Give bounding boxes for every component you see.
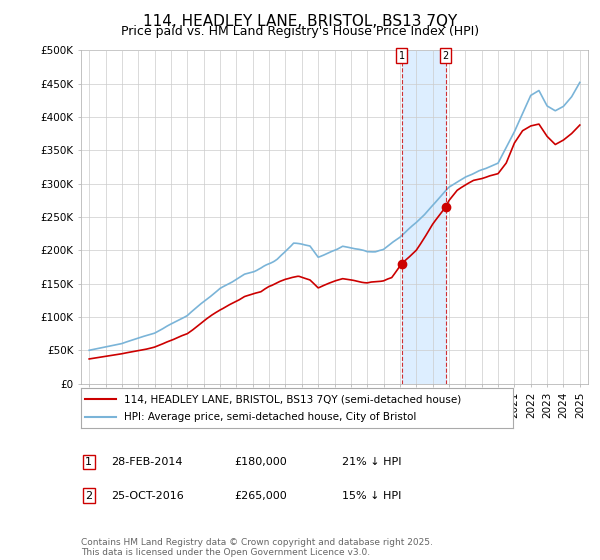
Text: 1: 1: [85, 457, 92, 467]
Text: £265,000: £265,000: [234, 491, 287, 501]
Text: 114, HEADLEY LANE, BRISTOL, BS13 7QY: 114, HEADLEY LANE, BRISTOL, BS13 7QY: [143, 14, 457, 29]
Text: 15% ↓ HPI: 15% ↓ HPI: [342, 491, 401, 501]
Text: 114, HEADLEY LANE, BRISTOL, BS13 7QY (semi-detached house): 114, HEADLEY LANE, BRISTOL, BS13 7QY (se…: [124, 394, 461, 404]
Text: 25-OCT-2016: 25-OCT-2016: [111, 491, 184, 501]
Text: 21% ↓ HPI: 21% ↓ HPI: [342, 457, 401, 467]
Text: 2: 2: [85, 491, 92, 501]
Bar: [402, 50, 446, 384]
Text: HPI: Average price, semi-detached house, City of Bristol: HPI: Average price, semi-detached house,…: [124, 412, 416, 422]
Text: £180,000: £180,000: [234, 457, 287, 467]
Text: 1: 1: [399, 51, 405, 60]
Text: 2: 2: [442, 51, 449, 60]
Text: Price paid vs. HM Land Registry's House Price Index (HPI): Price paid vs. HM Land Registry's House …: [121, 25, 479, 38]
Text: Contains HM Land Registry data © Crown copyright and database right 2025.
This d: Contains HM Land Registry data © Crown c…: [81, 538, 433, 557]
Text: 28-FEB-2014: 28-FEB-2014: [111, 457, 182, 467]
